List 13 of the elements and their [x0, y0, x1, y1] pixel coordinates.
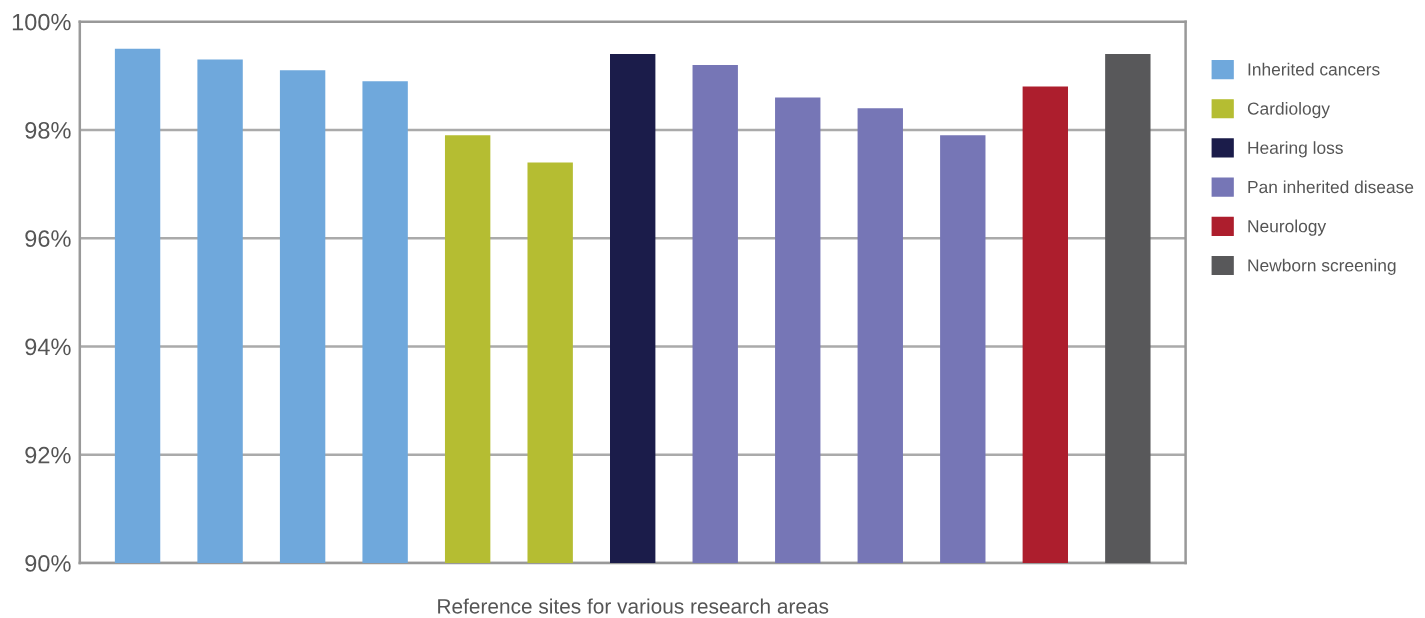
y-tick-label: 90% [25, 555, 71, 572]
y-tick-label: 94% [25, 338, 71, 356]
y-tick-label: 92% [25, 446, 71, 464]
legend-label: Newborn screening [1248, 258, 1396, 275]
legend-label: Hearing loss [1248, 141, 1343, 158]
legend-label: Cardiology [1247, 102, 1330, 119]
legend-label: Inherited cancers [1248, 62, 1380, 76]
x-axis-title: Reference sites for various research areas [438, 598, 829, 614]
y-tick-label: 96% [25, 230, 71, 247]
y-tick-label: 100% [12, 13, 71, 31]
legend-label: Neurology [1248, 219, 1327, 236]
y-tick-label: 98% [25, 121, 71, 139]
legend-label: Pan inherited disease [1248, 180, 1414, 194]
